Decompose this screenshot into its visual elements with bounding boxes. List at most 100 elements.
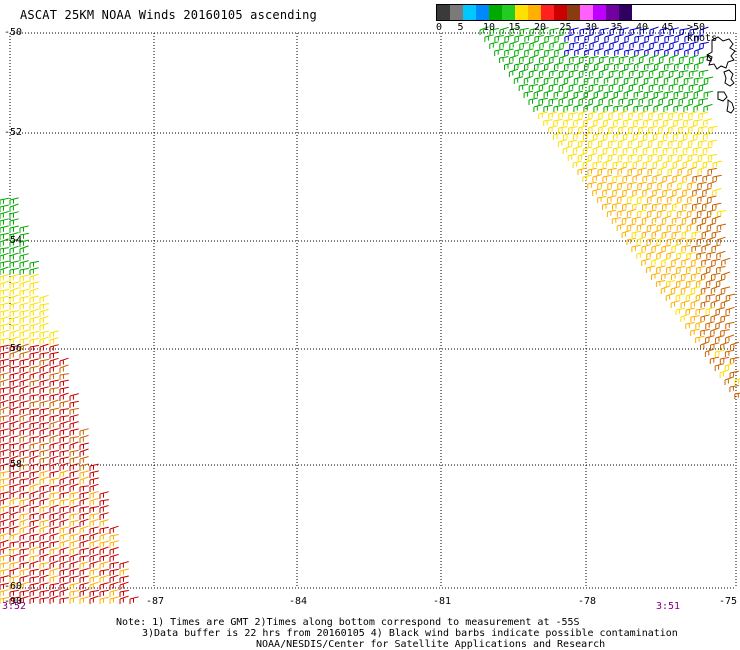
legend-label: 25 [559,22,572,33]
wind-barb [29,455,39,464]
wind-barb [678,70,689,77]
wind-barb [509,26,519,35]
wind-barb [49,399,59,408]
wind-barb [504,48,514,56]
wind-barb [673,118,683,126]
wind-barb [716,250,726,259]
wind-barb [29,519,39,527]
wind-barb [519,27,529,35]
wind-barb [668,111,678,119]
wind-barb [667,180,677,189]
wind-barb [692,174,702,182]
wind-barb [646,209,657,217]
wind-barb [69,449,79,457]
wind-barb [710,285,720,294]
wind-barb [707,153,718,161]
wind-barb [69,393,79,401]
wind-barb [19,280,29,289]
wind-barb [529,27,539,35]
wind-barb [19,470,29,478]
wind-barb [666,224,677,231]
wind-barb [654,61,664,70]
wind-barb [494,35,504,42]
wind-barb [711,215,721,224]
wind-barb [656,236,666,245]
wind-barb [690,286,701,294]
wind-barb [49,344,59,352]
wind-barb [623,118,633,126]
wind-barb [49,526,59,534]
wind-barb [691,216,702,224]
wind-barb [9,589,19,597]
wind-barb [0,491,9,499]
wind-barb [544,61,554,70]
wind-barb [685,280,696,287]
wind-barb [49,589,59,597]
wind-barb [624,48,634,56]
wind-barb [705,335,715,343]
wind-barb [19,358,29,366]
wind-barb [19,260,29,268]
wind-barb [612,175,622,182]
wind-barb [39,400,49,408]
wind-barb [9,463,19,471]
wind-barb [562,145,573,154]
wind-barb [19,385,29,394]
wind-barb [621,229,631,238]
wind-barb [9,273,19,282]
wind-barb [677,166,687,175]
wind-barb [695,292,705,301]
wind-barb [19,442,29,450]
wind-barb [29,470,39,478]
wind-barb [677,194,687,203]
wind-barb [49,567,59,576]
wind-barb [651,257,661,266]
wind-barb [29,371,39,380]
wind-barb [699,41,709,49]
wind-barb [538,111,548,119]
lat-label-50: -50 [4,27,23,38]
wind-barb [617,138,628,147]
wind-barb [79,463,89,471]
wind-barb [703,118,713,126]
legend-swatch [489,5,502,20]
wind-barb [539,41,549,49]
wind-barb [613,76,624,84]
legend-label: 45 [661,22,674,33]
wind-barb [59,505,69,513]
wind-barb [69,582,79,590]
wind-barb [109,540,119,548]
wind-barb [99,546,109,555]
wind-barb [0,505,9,513]
wind-barb [49,351,59,359]
wind-barb [519,42,529,49]
wind-barb [603,76,614,84]
wind-barb [9,218,19,226]
wind-barb [554,48,564,56]
wind-barb [0,266,9,275]
wind-barb [19,590,29,597]
wind-barb [705,294,716,301]
wind-barb [628,111,638,119]
wind-barb [649,26,659,35]
wind-barb [554,62,564,70]
wind-barb [669,40,679,49]
wind-barb [29,442,39,450]
wind-barb [573,76,584,84]
wind-barb [29,497,39,506]
wind-barb [579,27,589,35]
wind-barb [664,34,674,42]
wind-barb [39,294,49,303]
wind-barb [119,595,129,604]
wind-barb [99,561,109,569]
wind-barb [584,48,594,56]
wind-barb [563,75,574,84]
wind-barb [29,483,39,492]
wind-barb [0,539,9,548]
wind-barb [0,329,9,338]
wind-barb [622,161,633,168]
wind-barb [49,393,59,401]
wind-barb [658,69,669,77]
wind-barb [692,160,702,168]
wind-barb [89,532,99,541]
